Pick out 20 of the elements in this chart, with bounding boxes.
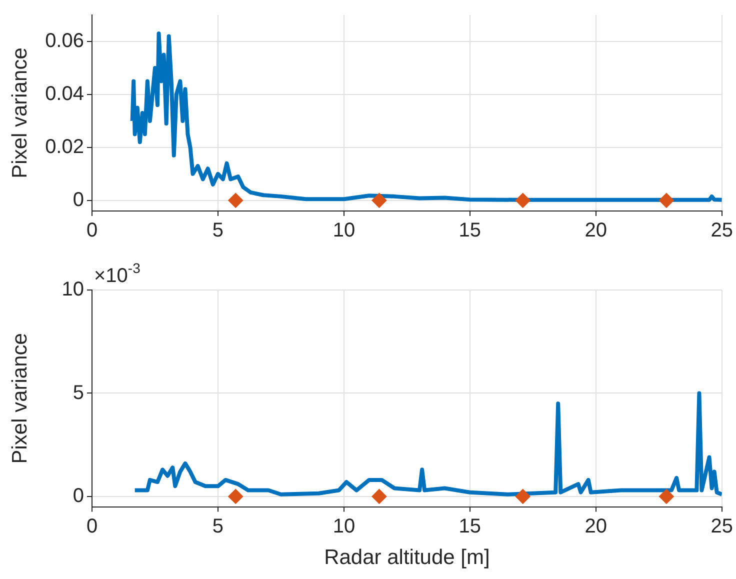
x-tick-label: 20 — [584, 220, 608, 242]
y-tick-label: 0 — [72, 188, 84, 211]
y-tick-label: 5 — [72, 382, 84, 404]
y-tick-label: 10 — [62, 278, 84, 301]
x-tick-label: 10 — [332, 515, 356, 538]
y-tick-label: 0.06 — [45, 30, 84, 52]
x-tick-label: 20 — [584, 515, 608, 538]
x-tick-label: 25 — [710, 515, 733, 538]
x-tick-label: 15 — [458, 515, 482, 538]
x-tick-label: 25 — [710, 220, 733, 242]
x-tick-label: 10 — [332, 220, 356, 242]
x-tick-label: 15 — [458, 220, 482, 242]
y-tick-label: 0.02 — [45, 136, 84, 158]
y-tick-label: 0.04 — [45, 82, 84, 105]
y-axis-title: Pixel variance — [8, 333, 32, 464]
x-tick-label: 5 — [212, 515, 224, 538]
x-tick-label: 5 — [212, 220, 224, 242]
y-tick-label: 0 — [72, 484, 84, 507]
y-axis-title: Pixel variance — [8, 48, 32, 178]
x-axis-title: Radar altitude [m] — [324, 546, 490, 570]
